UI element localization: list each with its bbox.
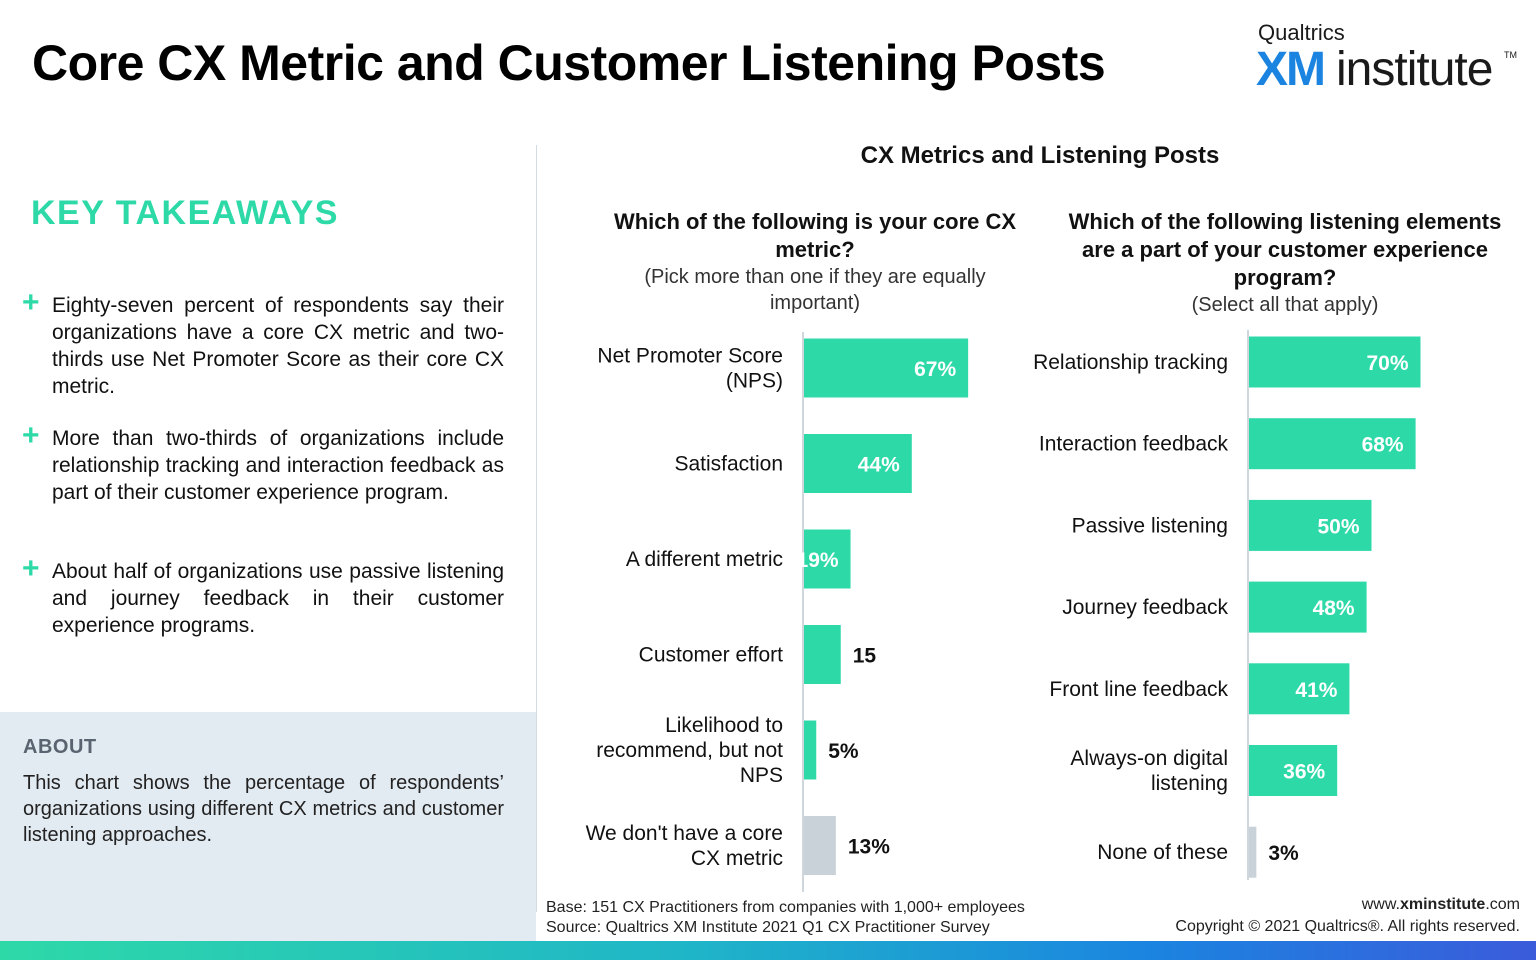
chart1-bar xyxy=(804,816,836,875)
chart1-bar xyxy=(804,625,841,684)
chart2-category-label: Always-on digital listening xyxy=(1070,747,1228,795)
chart2-category-label: Journey feedback xyxy=(1062,596,1228,619)
footer-source-line: Source: Qualtrics XM Institute 2021 Q1 C… xyxy=(546,919,990,936)
chart1-value-label: 67% xyxy=(914,358,956,381)
chart2-bar xyxy=(1249,499,1372,551)
chart1-value-label: 15 xyxy=(853,645,877,668)
takeaway-text: Eighty-seven percent of respondents say … xyxy=(52,294,504,398)
about-heading: ABOUT xyxy=(23,736,97,758)
chart1-value-label: 13% xyxy=(848,836,890,859)
chart1-category-label: A different metric xyxy=(626,548,783,571)
chart1-bar xyxy=(804,720,817,780)
about-body: This chart shows the percentage of respo… xyxy=(23,772,504,846)
chart1-category-label: Customer effort xyxy=(639,644,783,667)
chart2-value-label: 70% xyxy=(1366,352,1408,375)
chart2-category-label: Interaction feedback xyxy=(1039,433,1229,456)
footer-right: www.xminstitute.com Copyright © 2021 Qua… xyxy=(1175,894,1520,938)
footer-base: Base: 151 CX Practitioners from companie… xyxy=(546,899,1025,916)
footer-website[interactable]: www.xminstitute.com xyxy=(1361,896,1520,913)
chart1-value-label: 19% xyxy=(797,549,839,572)
chart2-value-label: 48% xyxy=(1313,597,1355,620)
chart2-bar xyxy=(1249,336,1421,388)
takeaway-text: About half of organizations use passive … xyxy=(52,560,504,637)
chart2-category-label: None of these xyxy=(1097,841,1228,864)
chart1-category-label: Satisfaction xyxy=(674,453,783,476)
logo-institute-text: institute xyxy=(1336,43,1493,96)
chart-main-title: CX Metrics and Listening Posts xyxy=(860,142,1220,169)
logo-tm-text: TM xyxy=(1504,50,1517,60)
chart2-category-label: Relationship tracking xyxy=(1033,351,1228,374)
chart1-value-label: 44% xyxy=(858,454,900,477)
key-takeaways-heading: KEY TAKEAWAYS xyxy=(31,194,339,232)
bottom-gradient-strip xyxy=(0,941,1536,960)
chart2-subtitle: (Select all that apply) xyxy=(1191,294,1379,316)
plus-icon: + xyxy=(22,419,40,452)
chart2-bar xyxy=(1249,581,1367,633)
chart1-category-label: Likelihood to recommend, but not NPS xyxy=(596,714,783,787)
about-box: ABOUT This chart shows the percentage of… xyxy=(0,712,536,960)
chart2-bar xyxy=(1249,745,1338,796)
chart2-value-label: 36% xyxy=(1283,761,1325,784)
chart1-subtitle: (Pick more than one if they are equally … xyxy=(644,266,986,314)
chart2-title: Which of the following listening element… xyxy=(1068,209,1502,290)
chart1-category-label: Net Promoter Score (NPS) xyxy=(597,345,783,393)
xm-institute-logo: Qualtrics XM institute TM xyxy=(1256,20,1517,100)
chart1-bar xyxy=(804,434,912,493)
chart2-bar xyxy=(1249,826,1257,878)
page-title: Core CX Metric and Customer Listening Po… xyxy=(32,35,1106,91)
chart1-category-label: We don't have a core CX metric xyxy=(586,822,783,870)
panel-divider xyxy=(536,145,537,912)
footer-source: Base: 151 CX Practitioners from companie… xyxy=(546,898,1025,938)
plus-icon: + xyxy=(22,552,40,585)
chart2-value-label: 50% xyxy=(1317,515,1359,538)
chart2-value-label: 41% xyxy=(1295,679,1337,702)
chart1-title: Which of the following is your core CX m… xyxy=(613,209,1017,262)
logo-xm-text: XM xyxy=(1256,43,1326,96)
chart2-category-label: Front line feedback xyxy=(1049,678,1228,701)
chart1-bar xyxy=(804,338,969,398)
chart2-value-label: 68% xyxy=(1362,434,1404,457)
chart1-value-label: 5% xyxy=(828,740,859,763)
plus-icon: + xyxy=(22,286,40,319)
chart2-bar xyxy=(1249,418,1416,470)
chart2-category-label: Passive listening xyxy=(1072,514,1228,537)
logo-qualtrics-text: Qualtrics xyxy=(1258,20,1345,45)
footer-copyright: Copyright © 2021 Qualtrics®. All rights … xyxy=(1175,918,1520,935)
chart2-bar xyxy=(1249,663,1350,715)
chart2-value-label: 3% xyxy=(1268,842,1299,865)
takeaway-text: More than two-thirds of organizations in… xyxy=(52,427,504,504)
chart1-bar xyxy=(804,529,851,589)
